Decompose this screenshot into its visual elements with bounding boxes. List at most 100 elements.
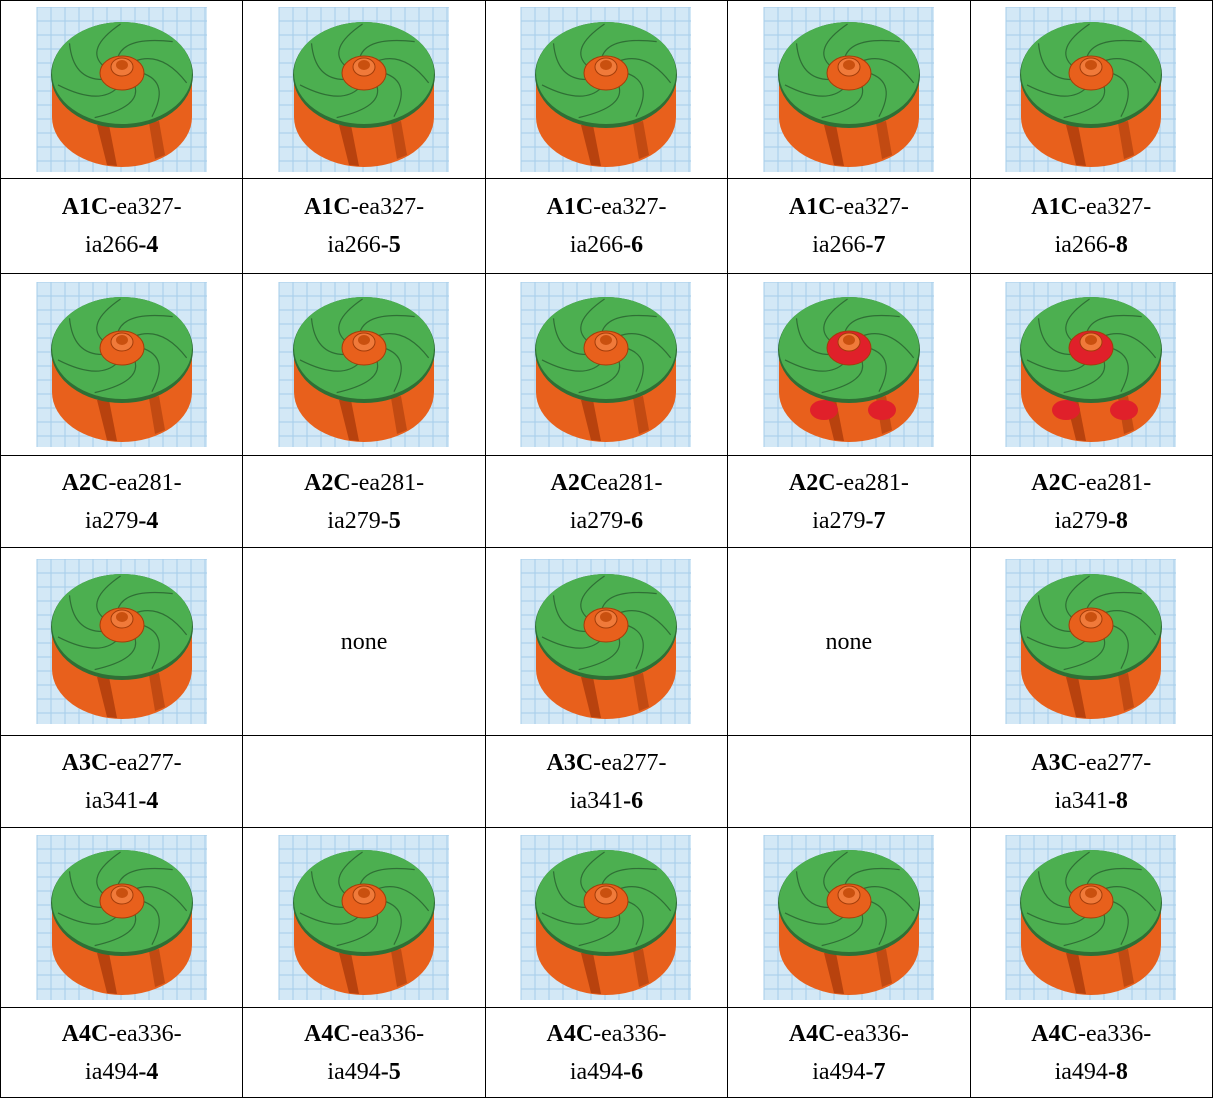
label-part: -7 <box>865 1058 886 1085</box>
impeller-image <box>36 282 207 447</box>
cell: A2C-ea281- ia279-5 <box>242 455 486 548</box>
label-part: -6 <box>623 1058 644 1085</box>
label-part: ia266 <box>812 232 866 258</box>
cell: A1C-ea327- ia266-7 <box>727 178 971 274</box>
label-part: A2C <box>550 469 598 496</box>
cell <box>969 547 1214 736</box>
cell <box>484 547 729 736</box>
label-part: ia279 <box>85 507 139 534</box>
label-part: -ea336- <box>1077 1020 1152 1047</box>
label-line: A1C-ea327- <box>728 188 969 226</box>
cell-text: none <box>340 628 388 655</box>
cell: A4C-ea336- ia494-5 <box>242 1007 486 1098</box>
label-part: A1C <box>788 194 836 220</box>
label-line: A3C-ea277- <box>971 744 1212 782</box>
cell: A2Cea281- ia279-6 <box>484 455 729 548</box>
label-line: ia341-6 <box>486 782 727 820</box>
cell <box>0 547 244 736</box>
label-part: A1C <box>304 194 351 220</box>
label-part: A3C <box>546 749 594 776</box>
cell: none <box>727 547 971 736</box>
cell <box>0 273 244 456</box>
cell: A1C-ea327- ia266-4 <box>0 178 244 274</box>
cell <box>727 827 971 1008</box>
label-part: ia279 <box>1054 507 1108 534</box>
label-line: A4C-ea336- <box>728 1015 969 1053</box>
cell <box>969 827 1214 1008</box>
label-part: -ea281- <box>350 469 425 496</box>
cell: A3C-ea277- ia341-8 <box>969 735 1214 828</box>
cell <box>242 0 486 179</box>
label-part: -4 <box>138 232 159 258</box>
label-line: ia266-4 <box>1 226 242 264</box>
label-line: A2Cea281- <box>486 464 727 502</box>
label-line: A4C-ea336- <box>1 1015 242 1053</box>
label-part: -8 <box>1107 787 1128 814</box>
label-part: -7 <box>865 232 886 258</box>
cell-text: none <box>825 628 873 655</box>
label-part: ia494 <box>812 1058 866 1085</box>
cell: A2C-ea281- ia279-4 <box>0 455 244 548</box>
label-part: ia266 <box>569 232 624 258</box>
label-part: -ea281- <box>108 469 182 496</box>
label-line: ia279-6 <box>486 502 727 540</box>
cell: none <box>242 547 486 736</box>
cell: A1C-ea327- ia266-8 <box>969 178 1214 274</box>
label-part: -5 <box>380 1058 401 1085</box>
cell: A4C-ea336- ia494-4 <box>0 1007 244 1098</box>
label-row: A4C-ea336- ia494-4 A4C-ea336- ia494-5 A4C-ea… <box>0 1007 1214 1098</box>
label-part: -8 <box>1107 507 1128 534</box>
label-part: -ea336- <box>835 1020 909 1047</box>
impeller-image <box>520 835 692 1000</box>
cell <box>484 0 729 179</box>
label-part: -6 <box>623 787 644 814</box>
label-line: ia279-7 <box>728 502 969 540</box>
label-part: A2C <box>1031 469 1078 496</box>
cell: A4C-ea336- ia494-6 <box>484 1007 729 1098</box>
label-part: A2C <box>304 469 351 496</box>
label-row: A3C-ea277- ia341-4 A3C-ea277- ia341-6 A3C-ea… <box>0 735 1214 828</box>
impeller-image <box>1005 282 1177 447</box>
label-line: ia341-8 <box>971 782 1212 820</box>
label-row: A2C-ea281- ia279-4 A2C-ea281- ia279-5 A2Cea2… <box>0 455 1214 548</box>
label-part: A1C <box>546 194 594 220</box>
cell <box>727 273 971 456</box>
label-part: A1C <box>1031 194 1078 220</box>
label-line: ia494-7 <box>728 1053 969 1091</box>
label-part: ia341 <box>85 787 139 814</box>
cell <box>0 0 244 179</box>
label-part: A4C <box>304 1020 351 1047</box>
label-part: ia494 <box>1054 1058 1108 1085</box>
cell <box>969 0 1214 179</box>
cell: A3C-ea277- ia341-4 <box>0 735 244 828</box>
label-line: A2C-ea281- <box>971 464 1212 502</box>
label-part: -ea327- <box>1077 194 1152 220</box>
label-line: ia494-6 <box>486 1053 727 1091</box>
cell <box>242 827 486 1008</box>
label-part: -ea327- <box>108 194 182 220</box>
impeller-image <box>1005 835 1177 1000</box>
label-line: A1C-ea327- <box>486 188 727 226</box>
label-line: A4C-ea336- <box>971 1015 1212 1053</box>
label-line: ia341-4 <box>1 782 242 820</box>
label-line: A1C-ea327- <box>1 188 242 226</box>
cell: A2C-ea281- ia279-7 <box>727 455 971 548</box>
label-line: A2C-ea281- <box>243 464 484 502</box>
cell <box>0 827 244 1008</box>
label-part: A2C <box>61 469 109 496</box>
label-line: ia279-5 <box>243 502 484 540</box>
label-part: ia341 <box>569 787 624 814</box>
label-part: -6 <box>623 232 644 258</box>
label-part: -ea277- <box>1077 749 1152 776</box>
image-row <box>0 273 1214 456</box>
label-part: -ea336- <box>108 1020 182 1047</box>
label-row: A1C-ea327- ia266-4 A1C-ea327- ia266-5 A1C-ea… <box>0 178 1214 274</box>
label-part: -4 <box>138 1058 159 1085</box>
cell <box>484 827 729 1008</box>
label-part: -ea327- <box>350 194 425 220</box>
image-row <box>0 827 1214 1008</box>
label-part: A4C <box>788 1020 836 1047</box>
label-part: -7 <box>865 507 886 534</box>
label-line: ia266-5 <box>243 226 484 264</box>
label-part: ia266 <box>327 232 381 258</box>
